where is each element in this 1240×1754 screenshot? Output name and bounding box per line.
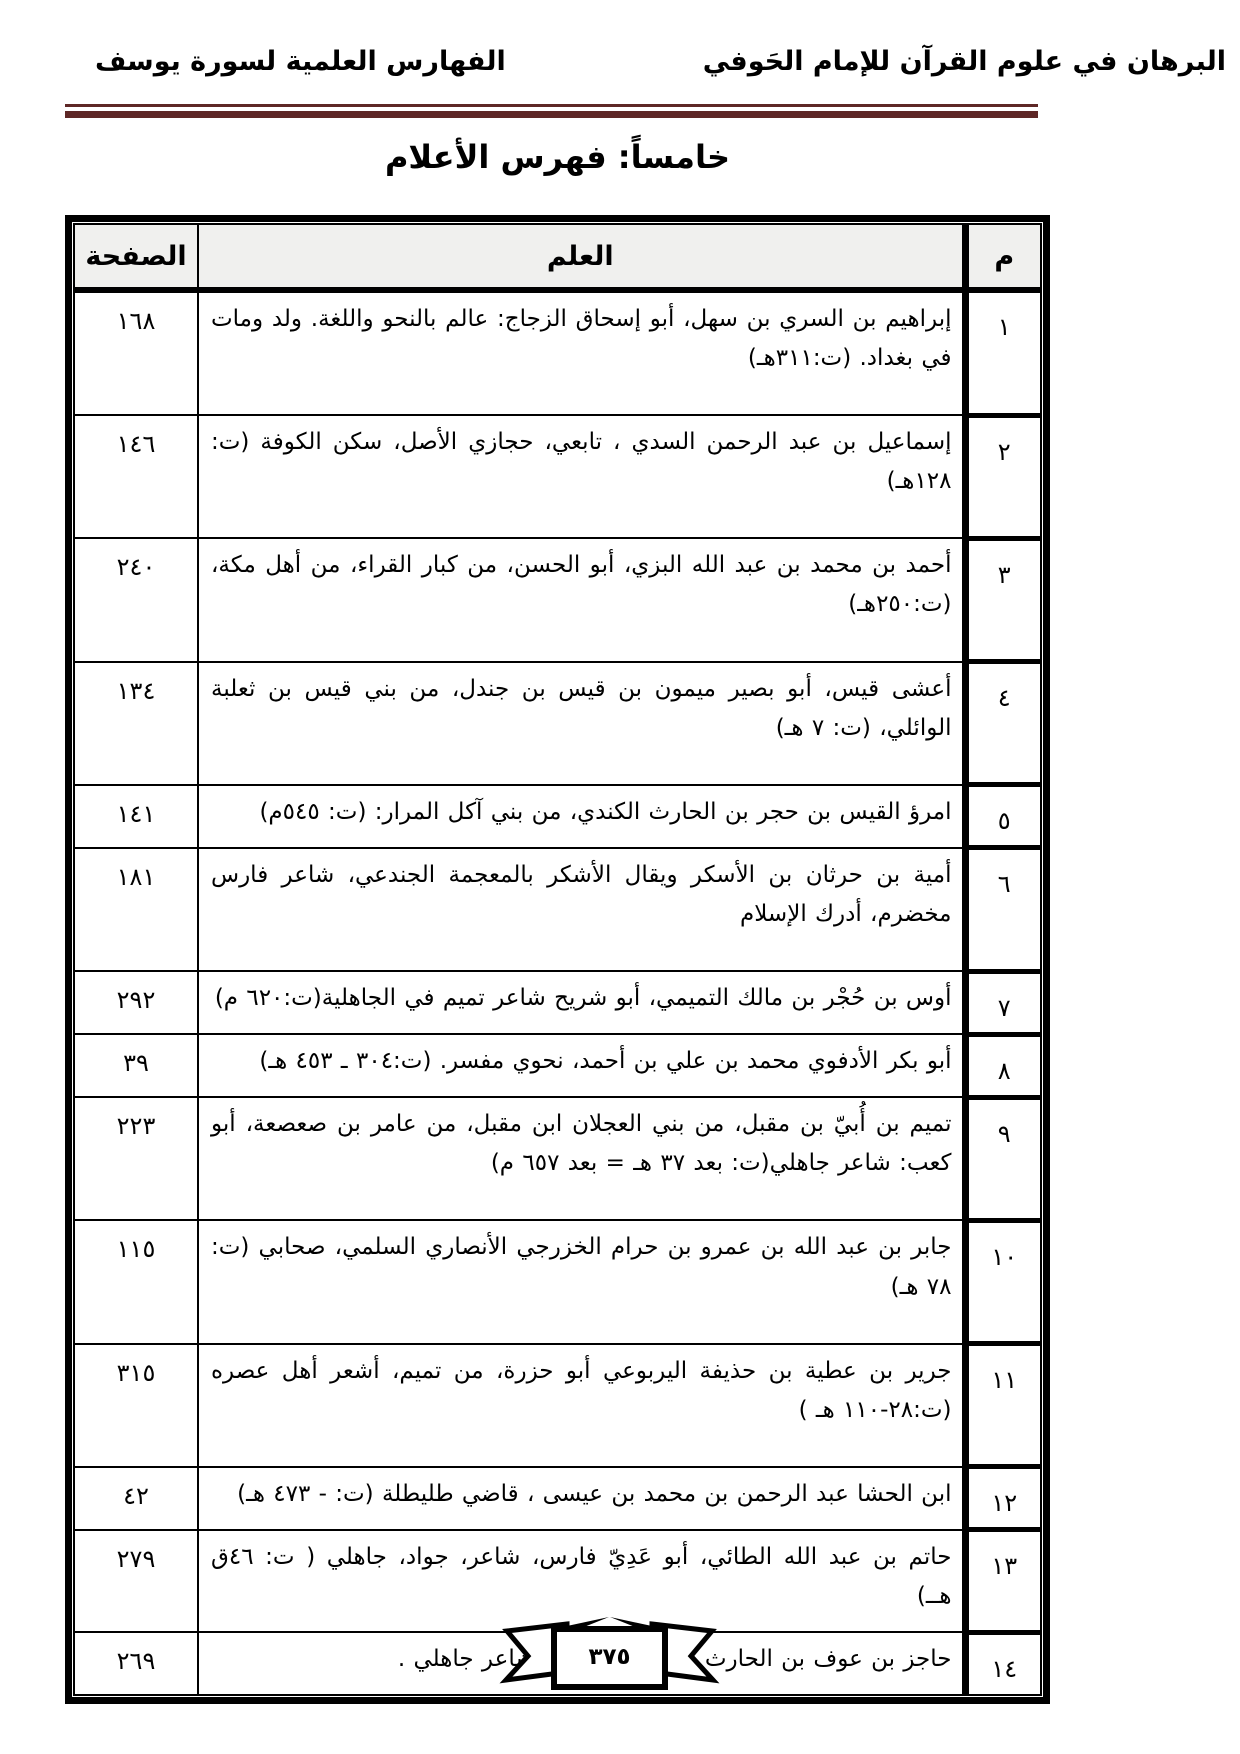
page-cell: ١١٥: [73, 1219, 199, 1345]
column-header-page: الصفحة: [73, 223, 199, 291]
page-cell: ٣٩: [73, 1033, 199, 1099]
name-cell: ابن الحشا عبد الرحمن بن محمد بن عيسى ، ق…: [197, 1465, 966, 1531]
name-cell: أعشى قيس، أبو بصير ميمون بن قيس بن جندل،…: [197, 660, 966, 786]
header-rule: [65, 104, 1038, 118]
table-header-row: م العلم الصفحة: [73, 223, 1042, 291]
name-cell: أبو بكر الأدفوي محمد بن علي بن أحمد، نحو…: [197, 1033, 966, 1099]
index-cell: ٨: [961, 1031, 1042, 1099]
table-row: ١٠ جابر بن عبد الله بن عمرو بن حرام الخز…: [73, 1217, 1042, 1345]
index-cell: ٣: [961, 535, 1042, 663]
index-cell: ٢: [961, 412, 1042, 540]
table-row: ٥ امرؤ القيس بن حجر بن الحارث الكندي، من…: [73, 782, 1042, 849]
name-cell: حاتم بن عبد الله الطائي، أبو عَدِيّ فارس…: [197, 1528, 966, 1634]
page-cell: ٢٤٠: [73, 537, 199, 663]
page-cell: ٤٢: [73, 1465, 199, 1531]
name-cell: تميم بن أُبيّ بن مقبل، من بني العجلان اب…: [197, 1096, 966, 1222]
table-row: ٨ أبو بكر الأدفوي محمد بن علي بن أحمد، ن…: [73, 1031, 1042, 1099]
ribbon-banner-icon: [499, 1617, 720, 1690]
names-index-table: م العلم الصفحة ١ إبراهيم بن السري بن سهل…: [73, 223, 1042, 1697]
index-cell: ٧: [961, 968, 1042, 1036]
name-cell: جابر بن عبد الله بن عمرو بن حرام الخزرجي…: [197, 1219, 966, 1345]
table-row: ٧ أوس بن حُجْر بن مالك التميمي، أبو شريح…: [73, 968, 1042, 1036]
header-rule-thick-line: [65, 111, 1038, 118]
index-cell: ٥: [961, 782, 1042, 849]
index-cell: ١٣: [961, 1527, 1042, 1634]
index-cell: ٤: [961, 659, 1042, 786]
index-cell: ١: [961, 286, 1042, 417]
page-title: خامساً: فهرس الأعلام: [384, 138, 731, 176]
index-cell: ٩: [961, 1094, 1042, 1222]
index-cell: ١١: [961, 1341, 1042, 1468]
page-number-ribbon: ٣٧٥: [497, 1612, 722, 1694]
book-title: البرهان في علوم القرآن للإمام الحَوفي: [702, 46, 1226, 77]
name-cell: أحمد بن محمد بن عبد الله البزي، أبو الحس…: [197, 537, 966, 663]
page-cell: ٢٢٣: [73, 1096, 199, 1222]
page-cell: ٢٩٢: [73, 970, 199, 1036]
table-row: ٩ تميم بن أُبيّ بن مقبل، من بني العجلان …: [73, 1094, 1042, 1222]
table-row: ١٣ حاتم بن عبد الله الطائي، أبو عَدِيّ ف…: [73, 1527, 1042, 1634]
page-cell: ٢٧٩: [73, 1528, 199, 1634]
page-cell: ١٣٤: [73, 660, 199, 786]
name-cell: جرير بن عطية بن حذيفة اليربوعي أبو حزرة،…: [197, 1342, 966, 1468]
name-cell: امرؤ القيس بن حجر بن الحارث الكندي، من ب…: [197, 783, 966, 849]
table-row: ٤ أعشى قيس، أبو بصير ميمون بن قيس بن جند…: [73, 659, 1042, 786]
page-number: ٣٧٥: [588, 1644, 631, 1670]
page-cell: ١٨١: [73, 846, 199, 973]
table-row: ٣ أحمد بن محمد بن عبد الله البزي، أبو ال…: [73, 535, 1042, 663]
name-cell: أمية بن حرثان بن الأسكر ويقال الأشكر بال…: [197, 846, 966, 973]
table-row: ٢ إسماعيل بن عبد الرحمن السدي ، تابعي، ح…: [73, 412, 1042, 540]
name-cell: أوس بن حُجْر بن مالك التميمي، أبو شريح ش…: [197, 970, 966, 1036]
name-cell: إبراهيم بن السري بن سهل، أبو إسحاق الزجا…: [197, 286, 966, 417]
page-cell: ١٤١: [73, 783, 199, 849]
page-cell: ٣١٥: [73, 1342, 199, 1468]
table-row: ١ إبراهيم بن السري بن سهل، أبو إسحاق الز…: [73, 286, 1042, 417]
column-header-index: م: [961, 223, 1042, 291]
header-rule-thin-line: [65, 104, 1038, 107]
index-cell: ١٤: [961, 1629, 1042, 1697]
index-cell: ١٢: [961, 1464, 1042, 1531]
page-cell: ١٤٦: [73, 414, 199, 540]
page-cell: ١٦٨: [73, 286, 199, 417]
name-cell: إسماعيل بن عبد الرحمن السدي ، تابعي، حجا…: [197, 414, 966, 540]
index-table-frame: م العلم الصفحة ١ إبراهيم بن السري بن سهل…: [65, 215, 1050, 1705]
index-cell: ٦: [961, 845, 1042, 973]
table-row: ١١ جرير بن عطية بن حذيفة اليربوعي أبو حز…: [73, 1341, 1042, 1468]
table-row: ٦ أمية بن حرثان بن الأسكر ويقال الأشكر ب…: [73, 845, 1042, 973]
column-header-name: العلم: [197, 223, 966, 291]
running-head: البرهان في علوم القرآن للإمام الحَوفي ال…: [95, 46, 1226, 77]
page-cell: ٢٦٩: [73, 1631, 199, 1697]
section-name-header: الفهارس العلمية لسورة يوسف: [95, 46, 506, 77]
index-cell: ١٠: [961, 1217, 1042, 1345]
table-row: ١٢ ابن الحشا عبد الرحمن بن محمد بن عيسى …: [73, 1464, 1042, 1531]
